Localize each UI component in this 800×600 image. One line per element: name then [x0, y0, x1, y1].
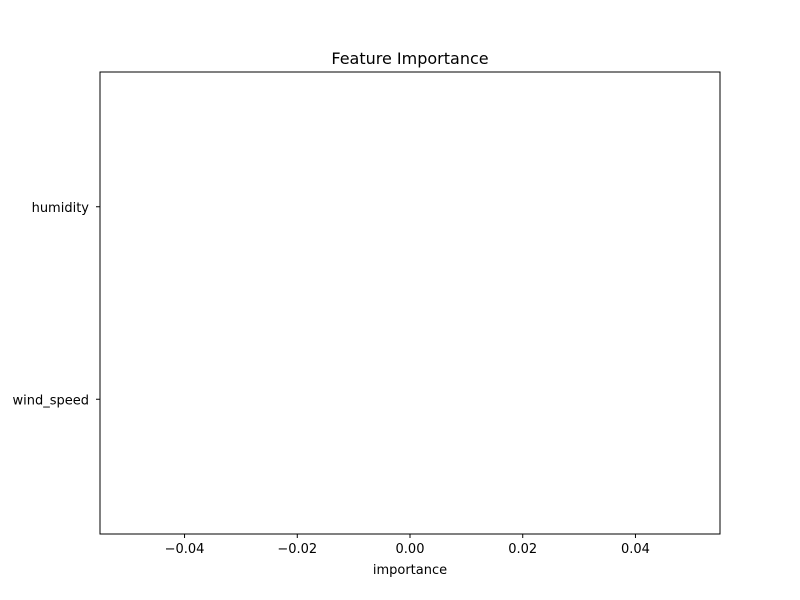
x-axis-ticks: −0.04 −0.02 0.00 0.02 0.04 — [165, 534, 650, 557]
y-tick-label-wind-speed: wind_speed — [12, 393, 89, 408]
chart-title: Feature Importance — [331, 49, 488, 68]
x-tick-label: −0.04 — [165, 542, 205, 557]
x-tick-label: 0.00 — [396, 542, 425, 557]
x-tick-label: −0.02 — [277, 542, 317, 557]
x-tick-label: 0.02 — [508, 542, 537, 557]
y-tick-label-humidity: humidity — [32, 201, 90, 216]
x-axis-label: importance — [373, 563, 447, 578]
x-tick-label: 0.04 — [621, 542, 650, 557]
y-axis-ticks: wind_speed humidity — [12, 201, 100, 408]
